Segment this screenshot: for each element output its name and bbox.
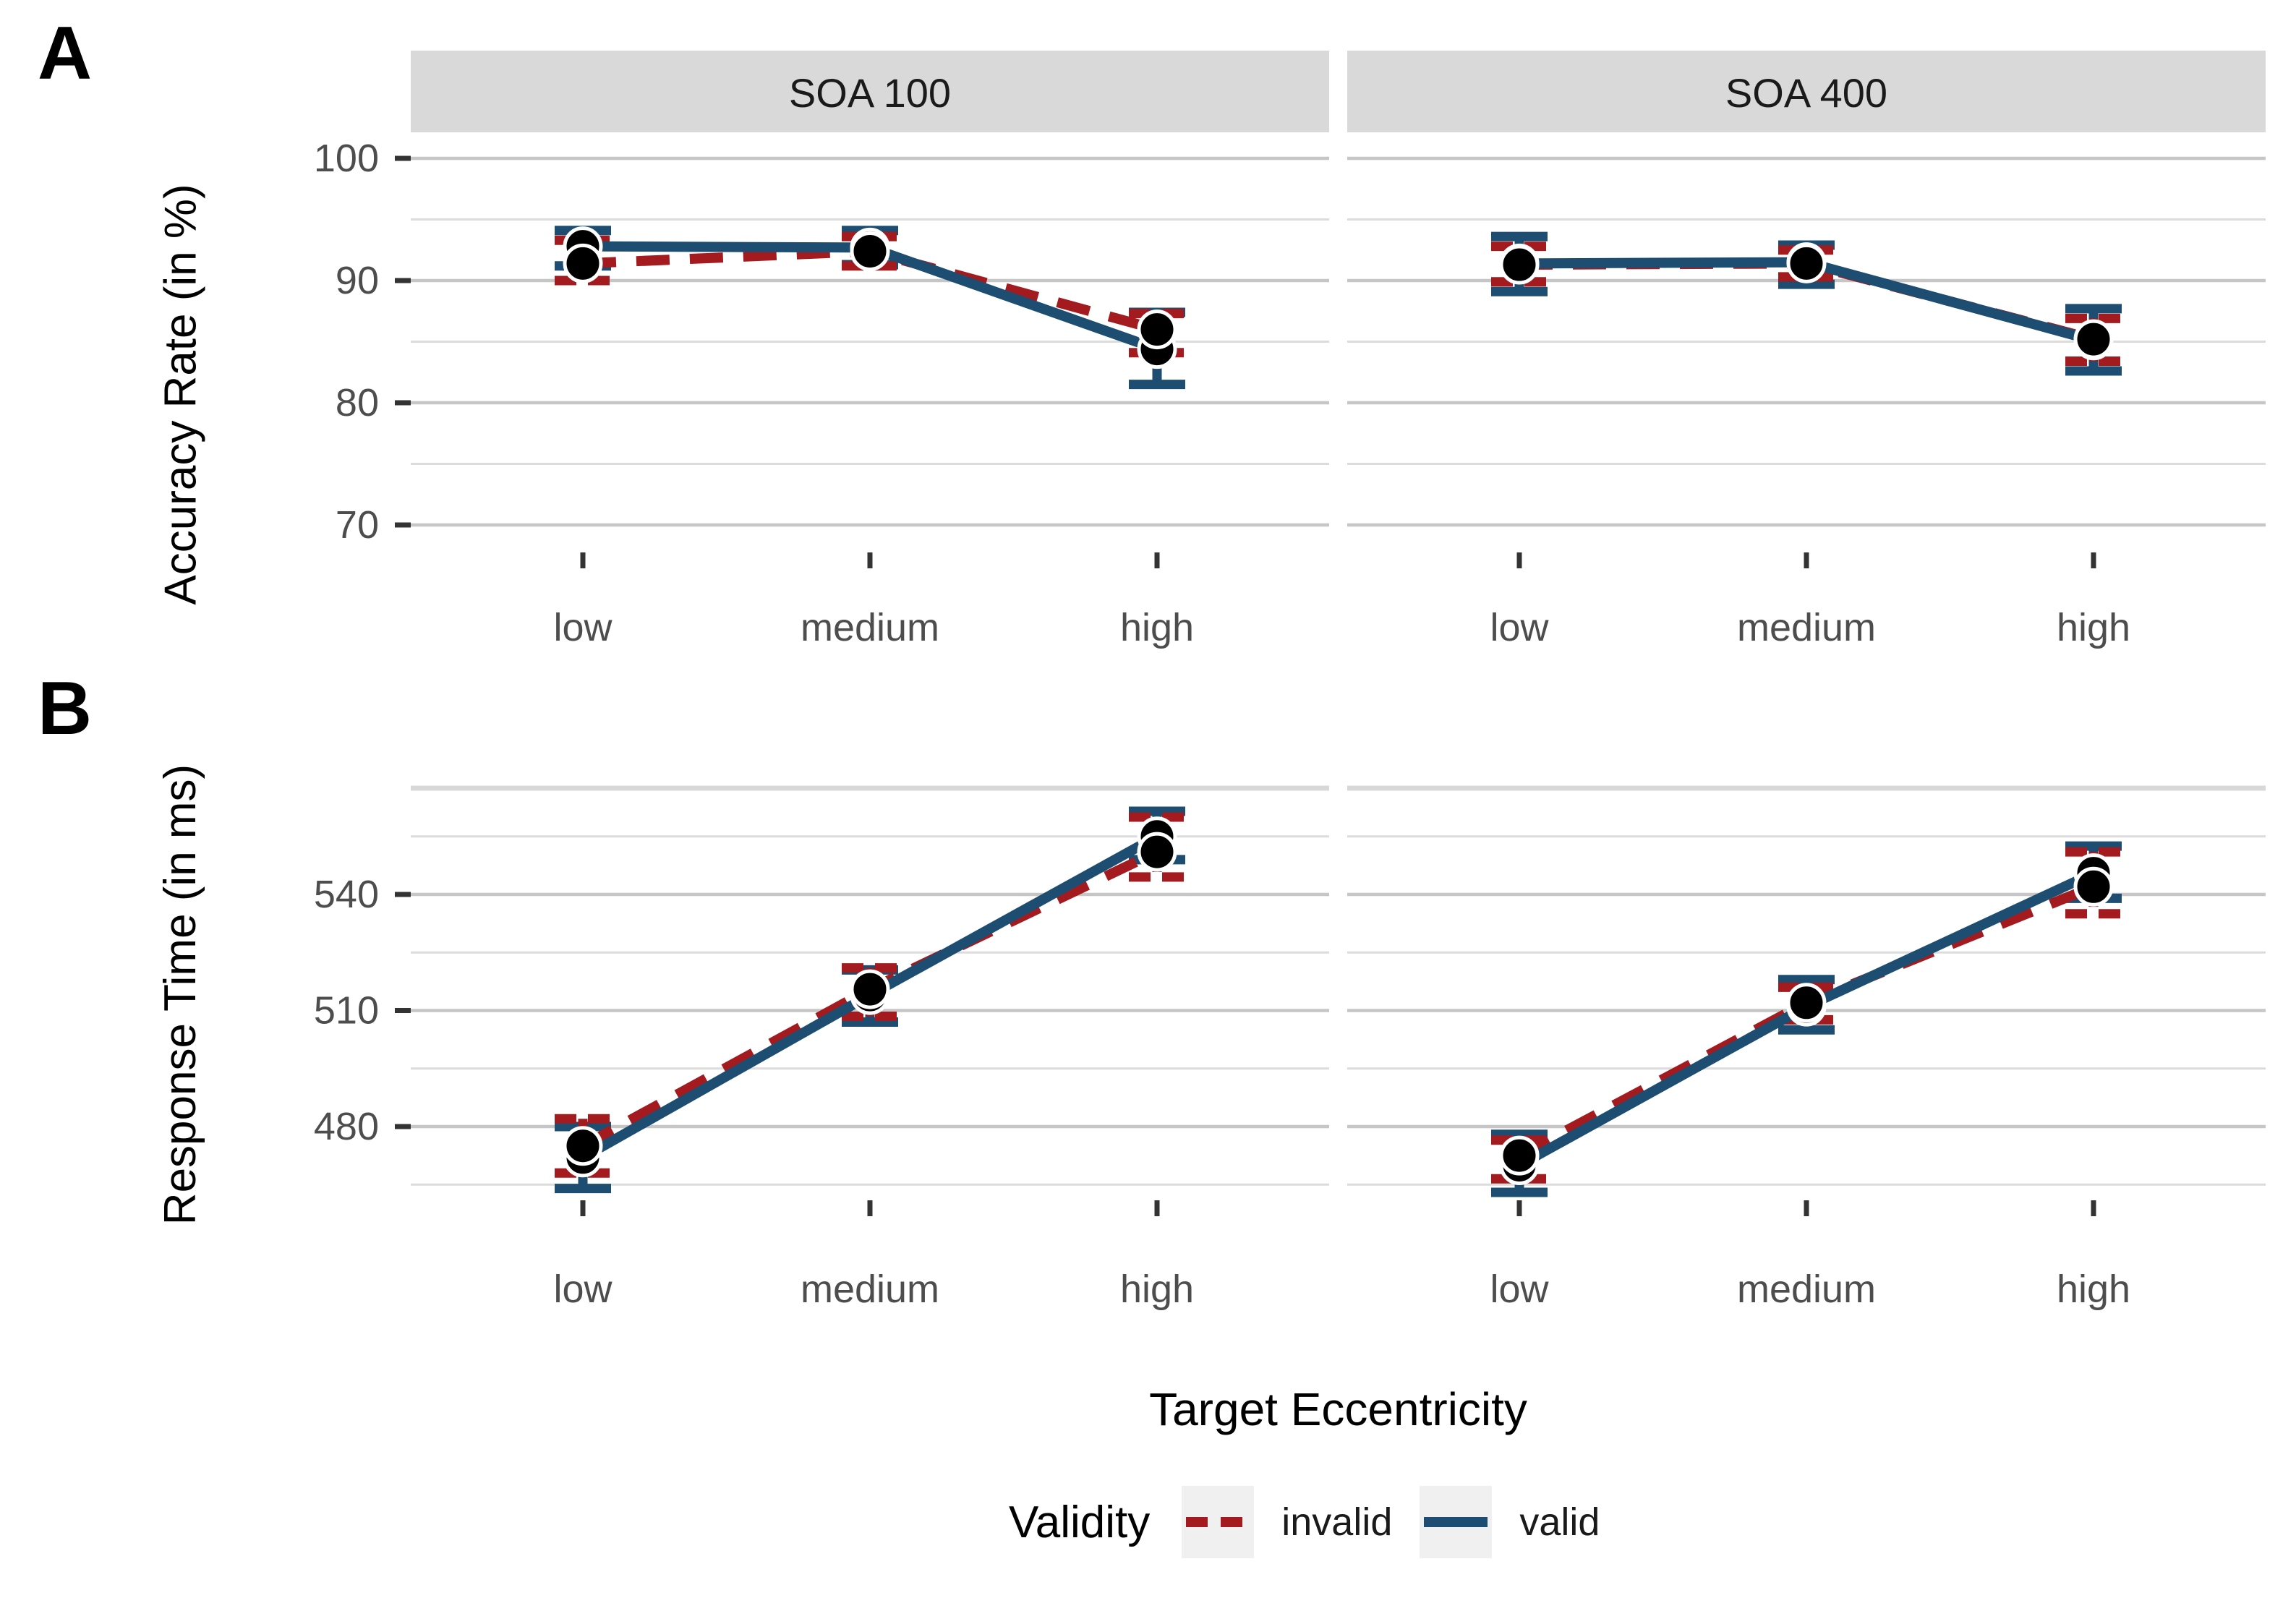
- invalid-point: [850, 969, 890, 1009]
- x-axis-tick-label: low: [553, 606, 613, 649]
- y-axis-tick-label: 540: [314, 873, 379, 916]
- facet-strip: [411, 51, 1329, 132]
- y-axis-tick-label: 100: [314, 137, 379, 180]
- panel-label-a: A: [38, 12, 93, 95]
- facet-strip-label: SOA 400: [1725, 70, 1887, 116]
- invalid-point: [1137, 309, 1177, 350]
- legend-label-valid: valid: [1519, 1500, 1600, 1544]
- legend-title: Validity: [1009, 1497, 1151, 1547]
- legend: Validity invalid valid: [1009, 1482, 1600, 1562]
- y-axis-tick-label: 90: [336, 259, 379, 302]
- x-axis-tick-label: low: [553, 1268, 613, 1311]
- invalid-point: [850, 231, 890, 271]
- legend-key-invalid: [1182, 1486, 1255, 1558]
- y-axis-tick-label: 480: [314, 1105, 379, 1148]
- invalid-line-icon: [1186, 1517, 1250, 1527]
- x-axis-tick-label: high: [2057, 606, 2130, 649]
- legend-key-valid: [1420, 1486, 1493, 1558]
- y-axis-tick-label: 80: [336, 381, 379, 424]
- x-axis-tick-label: high: [1120, 1268, 1194, 1311]
- facet-strip: [1347, 51, 2266, 132]
- invalid-point: [563, 1126, 603, 1166]
- x-axis-title: Target Eccentricity: [1149, 1383, 1527, 1435]
- x-axis-tick-label: low: [1490, 606, 1549, 649]
- invalid-point: [2073, 319, 2114, 359]
- invalid-point: [1499, 1135, 1540, 1176]
- x-axis-tick-label: medium: [801, 606, 939, 649]
- y-axis-tick-label: 510: [314, 989, 379, 1033]
- x-axis-tick-label: medium: [801, 1268, 939, 1311]
- invalid-point: [1137, 832, 1177, 872]
- x-axis-tick-label: high: [2057, 1268, 2130, 1311]
- panel-label-b: B: [38, 667, 93, 751]
- x-axis-tick-label: high: [1120, 606, 1194, 649]
- invalid-point: [563, 243, 603, 283]
- invalid-point: [1786, 243, 1827, 283]
- facet-strip-label: SOA 100: [789, 70, 951, 116]
- invalid-point: [1499, 244, 1540, 285]
- invalid-point: [2073, 866, 2114, 907]
- y-axis-tick-label: 70: [336, 503, 379, 547]
- legend-label-invalid: invalid: [1281, 1500, 1393, 1544]
- x-axis-tick-label: medium: [1737, 606, 1876, 649]
- valid-line-icon: [1424, 1517, 1488, 1527]
- invalid-point: [1786, 983, 1827, 1023]
- x-axis-tick-label: medium: [1737, 1268, 1876, 1311]
- x-axis-tick-label: low: [1490, 1268, 1549, 1311]
